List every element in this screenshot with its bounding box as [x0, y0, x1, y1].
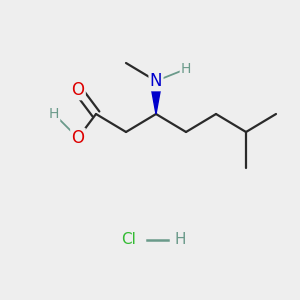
Text: H: H	[174, 232, 186, 247]
Text: O: O	[71, 81, 85, 99]
Text: N: N	[150, 72, 162, 90]
Text: H: H	[49, 107, 59, 121]
Text: H: H	[181, 62, 191, 76]
Text: O: O	[71, 129, 85, 147]
Polygon shape	[150, 81, 162, 114]
Text: Cl: Cl	[122, 232, 136, 247]
